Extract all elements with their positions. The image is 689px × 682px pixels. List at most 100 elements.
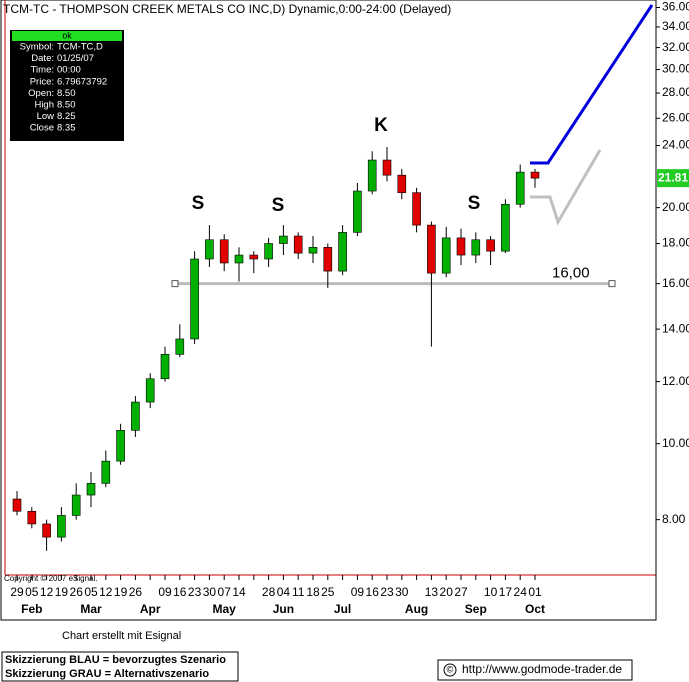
candle-body (412, 192, 421, 226)
y-tick-label: 34.00 (662, 19, 689, 33)
candle-body (101, 460, 111, 484)
month-label: Mar (80, 602, 102, 616)
x-tick-label: 29 (10, 585, 24, 599)
pattern-label: S (192, 193, 205, 214)
candle-body (27, 510, 37, 525)
month-label: Aug (405, 602, 428, 616)
price-tag (657, 169, 689, 188)
candle-body (71, 494, 81, 516)
x-tick-label: 14 (232, 585, 246, 599)
candle-body (145, 378, 155, 403)
month-label: Jun (273, 602, 294, 616)
copyright: Copyright © 2007 eSignal. (4, 574, 98, 583)
info-key: High (34, 100, 54, 111)
legend-box (1, 651, 239, 682)
x-tick-label: 28 (262, 585, 276, 599)
y-tick-label: 16.00 (662, 276, 689, 290)
support-handle (171, 280, 179, 288)
x-tick-label: 18 (306, 585, 320, 599)
x-tick-label: 20 (440, 585, 454, 599)
candle-body (382, 159, 392, 176)
info-header-bg (12, 31, 122, 41)
candle-body (323, 247, 333, 272)
pattern-label: S (468, 193, 481, 214)
candle-body (486, 239, 495, 252)
candle-body (530, 171, 540, 179)
candle-body (249, 254, 259, 260)
x-tick-label: 30 (395, 585, 409, 599)
y-tick-label: 12.00 (662, 374, 689, 388)
y-tick-label: 18.00 (662, 236, 689, 250)
x-tick-label: 24 (514, 585, 528, 599)
info-bg (10, 30, 124, 141)
info-key: Low (37, 111, 55, 122)
info-value: 8.35 (57, 123, 76, 134)
y-tick-label: 14.00 (662, 321, 689, 335)
x-tick-label: 12 (99, 585, 113, 599)
info-value: 8.25 (57, 111, 76, 122)
y-tick-label: 20.00 (662, 200, 689, 214)
candle-body (57, 515, 66, 538)
candle-body (219, 239, 229, 264)
candle-body (131, 401, 140, 431)
y-tick-label: 30.00 (662, 62, 689, 76)
support-label: 16,00 (552, 265, 590, 282)
info-value: 6.79673792 (57, 76, 107, 87)
candle-body (12, 498, 22, 512)
candle-body (42, 523, 51, 538)
x-tick-label: 30 (203, 585, 217, 599)
candle-body (234, 254, 244, 264)
legend-blue: Skizzierung BLAU = bevorzugtes Szenario (5, 654, 226, 666)
month-label: Apr (140, 602, 161, 616)
x-tick-label: 26 (70, 585, 84, 599)
candle-body (293, 235, 303, 254)
x-tick-label: 19 (55, 585, 69, 599)
x-tick-label: 16 (366, 585, 380, 599)
support-handle (608, 280, 616, 288)
copyright-sign: © (447, 664, 454, 674)
candle-body (308, 247, 318, 254)
x-tick-label: 17 (499, 585, 513, 599)
y-tick-label: 32.00 (662, 40, 689, 54)
candle-body (427, 224, 436, 274)
info-value: TCM-TC,D (57, 42, 103, 53)
candle-body (515, 171, 525, 205)
x-tick-label: 05 (84, 585, 98, 599)
y-tick-label: 36.00 (662, 0, 689, 14)
x-tick-label: 27 (454, 585, 468, 599)
candle-body (338, 232, 347, 272)
candle-body (175, 338, 185, 355)
x-tick-label: 04 (277, 585, 291, 599)
y-tick-label: 10.00 (662, 436, 689, 450)
x-tick-label: 19 (114, 585, 128, 599)
x-tick-label: 09 (351, 585, 365, 599)
pattern-label: S (272, 195, 285, 216)
x-tick-label: 26 (129, 585, 143, 599)
x-tick-label: 16 (173, 585, 187, 599)
x-tick-label: 23 (188, 585, 202, 599)
blue-scenario (530, 4, 654, 165)
candle-body (279, 235, 288, 244)
info-key: Date: (31, 53, 54, 64)
x-tick-label: 13 (425, 585, 439, 599)
info-key: Time: (31, 65, 54, 76)
x-tick-label: 05 (25, 585, 39, 599)
pattern-label: K (374, 115, 388, 136)
x-tick-label: 23 (380, 585, 394, 599)
candle-body (205, 239, 214, 260)
info-header: ok (62, 30, 72, 40)
candle-body (456, 237, 466, 256)
y-tick-label: 24.00 (662, 138, 689, 152)
candle-body (353, 190, 362, 233)
x-tick-label: 01 (528, 585, 542, 599)
candle-body (397, 174, 407, 193)
candle-body (441, 237, 451, 274)
candle-body (190, 258, 199, 340)
copyright-icon (443, 663, 457, 677)
info-key: Close (30, 123, 54, 134)
y-tick-label: 28.00 (662, 85, 689, 99)
candle-body (86, 483, 96, 496)
credit: Chart erstellt mit Esignal (62, 630, 181, 642)
